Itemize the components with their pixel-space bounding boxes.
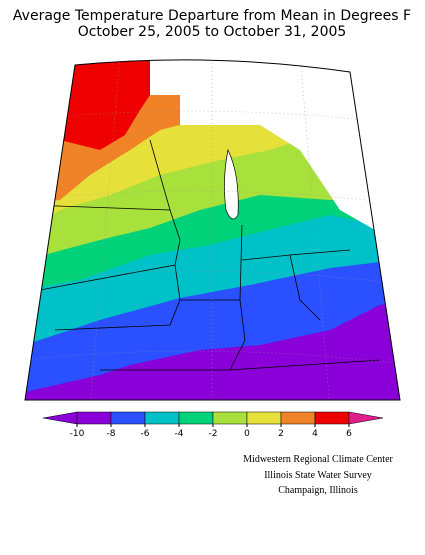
color-bin	[76, 411, 112, 425]
credit: Illinois State Water Survey	[264, 470, 372, 481]
color-bin	[348, 411, 384, 425]
color-bin	[280, 411, 316, 425]
tick-label: 4	[312, 429, 318, 439]
credit: Champaign, Illinois	[278, 485, 358, 496]
tick-label: 2	[278, 429, 284, 439]
tick-label: 6	[346, 429, 352, 439]
color-bin	[314, 411, 350, 425]
color-bin	[212, 411, 248, 425]
subtitle: October 25, 2005 to October 31, 2005	[78, 24, 347, 40]
color-bin	[246, 411, 282, 425]
tick-label: 0	[244, 429, 250, 439]
color-bin	[42, 411, 78, 425]
color-bin	[178, 411, 214, 425]
title: Average Temperature Departure from Mean …	[13, 8, 411, 24]
tick-label: -4	[175, 429, 184, 439]
tick-label: -2	[209, 429, 218, 439]
temperature-map	[25, 59, 400, 401]
color-bin	[110, 411, 146, 425]
tick-label: -8	[107, 429, 116, 439]
map-frame	[24, 59, 401, 401]
credit: Midwestern Regional Climate Center	[243, 454, 393, 465]
color-bar: -10 -8 -6 -4 -2 0 2 4 6	[42, 411, 384, 439]
color-bin	[144, 411, 180, 425]
tick-label: -10	[70, 429, 85, 439]
tick-label: -6	[141, 429, 150, 439]
